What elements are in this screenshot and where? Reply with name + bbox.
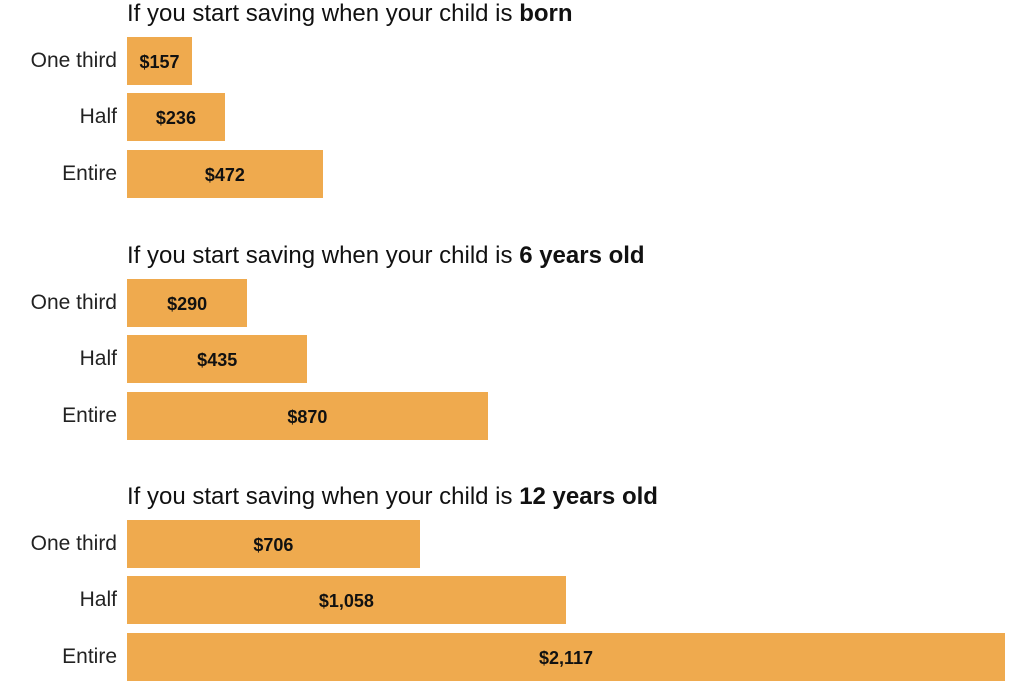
bar-value-label: $1,058 [318,591,374,612]
bar [127,37,193,85]
bar [127,93,225,142]
bar-value-label: $2,117 [538,647,594,668]
category-label: Entire [62,161,117,185]
panel-title-emphasis: born [519,0,573,27]
category-label: Half [79,105,117,129]
bar [127,520,420,568]
category-label: Half [79,588,117,612]
category-label: One third [30,291,117,314]
category-label: Entire [62,644,117,668]
category-label: Entire [62,403,117,427]
bar-value-label: $706 [253,535,294,555]
panel-title-prefix: If you start saving when your child is [127,0,520,27]
bar-value-label: $157 [139,52,180,72]
bar-value-label: $435 [197,350,238,371]
panel-title-emphasis: 6 years old [519,242,645,269]
bar [127,149,323,198]
bar [127,335,308,384]
panel-title: If you start saving when your child is 6… [127,244,645,268]
panel-title-prefix: If you start saving when your child is [127,483,520,510]
category-label: One third [30,532,117,555]
bar [127,576,566,625]
bar-value-label: $472 [204,164,245,185]
bar [127,279,248,327]
category-label: One third [30,49,117,72]
bar-value-label: $236 [155,108,196,129]
bar-value-label: $870 [287,406,328,427]
panel-title-prefix: If you start saving when your child is [127,242,520,269]
bar-value-label: $290 [167,294,208,314]
category-label: Half [79,347,117,371]
bar [127,391,488,440]
panel-title-emphasis: 12 years old [519,483,658,510]
panel-title: If you start saving when your child is 1… [127,485,658,509]
bar [127,632,1005,681]
panel-title: If you start saving when your child is b… [127,2,573,26]
